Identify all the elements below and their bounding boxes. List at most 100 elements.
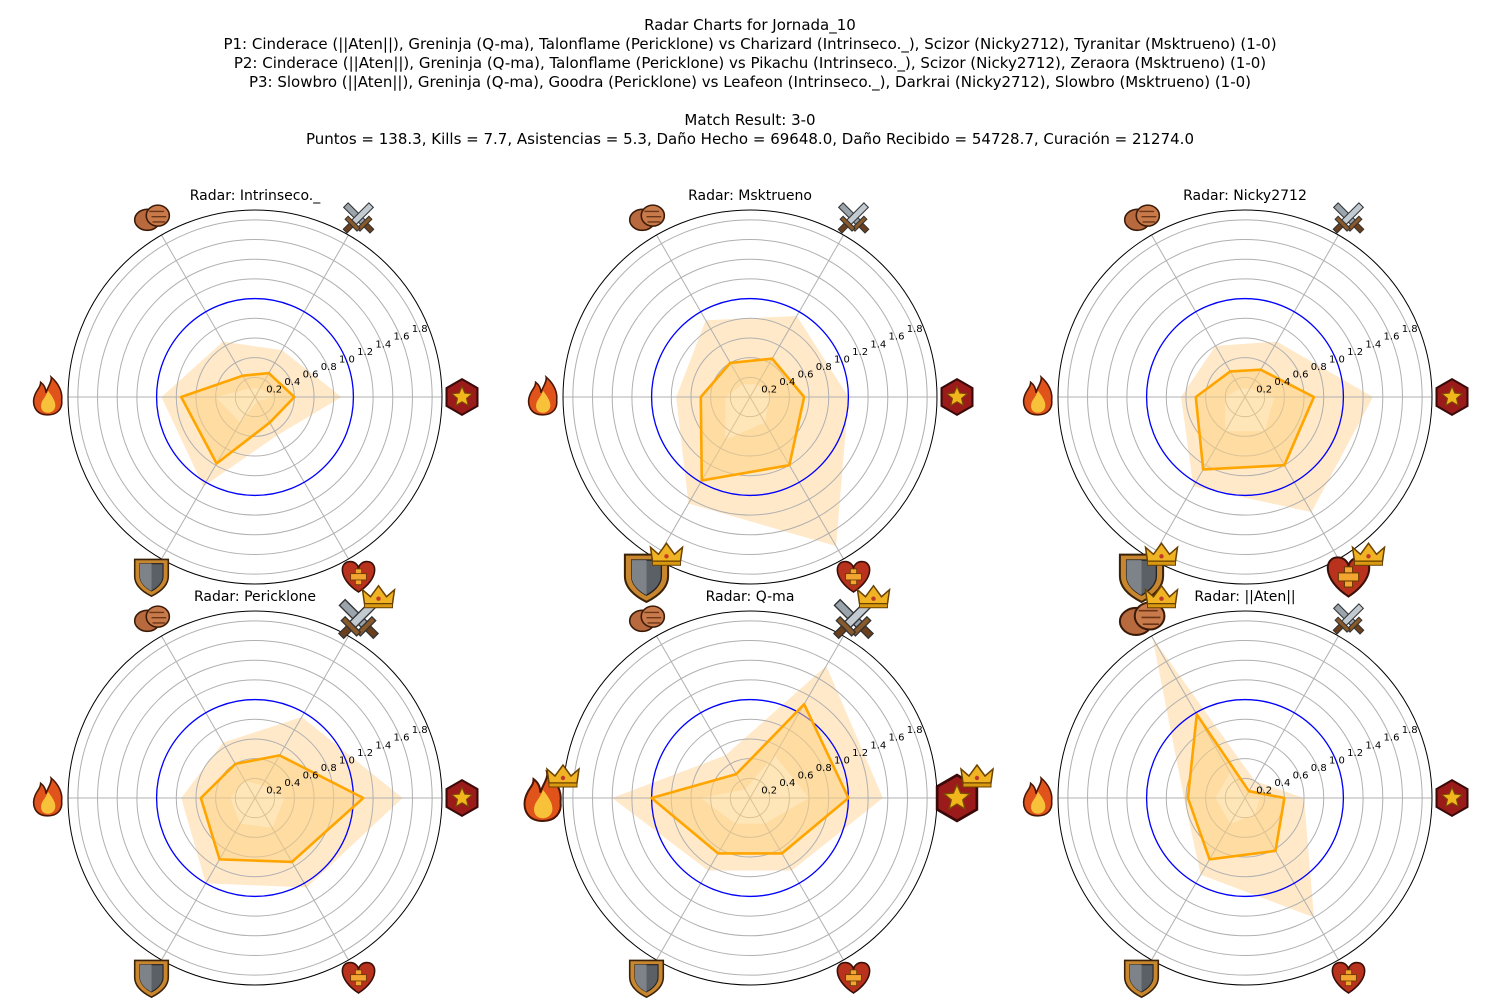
- radial-tick-label: 0.2: [1256, 785, 1272, 796]
- chart-title: Radar: ||Aten||: [1194, 589, 1295, 605]
- match-p1: P1: Cinderace (||Aten||), Greninja (Q-ma…: [223, 35, 1277, 53]
- radial-tick-label: 0.2: [761, 785, 777, 796]
- grid-spoke: [254, 234, 349, 398]
- heart-cross-icon: [836, 961, 871, 994]
- radial-tick-label: 1.4: [375, 339, 391, 350]
- radar-chart: 0.20.40.60.81.01.21.41.61.8 Radar: Intrin…: [32, 188, 479, 598]
- radial-tick-label: 0.8: [816, 763, 832, 774]
- radial-tick-label: 1.6: [394, 733, 410, 744]
- fist-icon: [1118, 601, 1166, 636]
- shield-icon: [133, 959, 170, 999]
- shield-icon: [628, 959, 665, 999]
- radial-tick-label: 0.8: [1311, 362, 1327, 373]
- radial-tick-label: 1.0: [834, 755, 850, 766]
- heart-cross-icon: [836, 560, 871, 593]
- radial-tick-label: 1.2: [357, 347, 373, 358]
- outer-ring: [67, 209, 443, 585]
- radial-tick-label: 0.4: [1274, 778, 1290, 789]
- radial-tick-label: 1.0: [339, 354, 355, 365]
- radial-tick-label: 1.8: [1402, 324, 1418, 335]
- radial-tick-label: 0.8: [1311, 763, 1327, 774]
- grid-spoke: [1151, 234, 1246, 398]
- radial-tick-label: 1.4: [375, 740, 391, 751]
- radial-tick-label: 1.4: [870, 339, 886, 350]
- data-polygon: [1186, 713, 1286, 861]
- radial-tick-label: 1.6: [1384, 733, 1400, 744]
- chart-title: Radar: Q-ma: [706, 589, 795, 605]
- radial-tick-label: 0.2: [761, 384, 777, 395]
- radial-tick-label: 1.8: [907, 725, 923, 736]
- fist-icon: [133, 605, 171, 633]
- radial-tick-label: 0.6: [798, 770, 814, 781]
- grid-spoke: [161, 234, 256, 398]
- hexagon-star-icon: [445, 778, 479, 818]
- radial-tick-label: 1.6: [394, 332, 410, 343]
- figure-title: Radar Charts for Jornada_10: [644, 16, 856, 34]
- radial-tick-label: 1.2: [852, 347, 868, 358]
- outer-ring: [562, 209, 938, 585]
- radial-tick-label: 1.6: [889, 332, 905, 343]
- data-polygon: [179, 371, 296, 465]
- heart-cross-icon: [1331, 961, 1366, 994]
- crown-icon: [856, 584, 891, 609]
- radar-chart: 0.20.40.60.81.01.21.41.61.8 Radar: Q-ma: [523, 584, 995, 999]
- radar-chart: 0.20.40.60.81.01.21.41.61.8 Radar: Nicky2…: [1022, 188, 1469, 604]
- radial-tick-label: 1.2: [1347, 347, 1363, 358]
- fire-icon: [1022, 374, 1053, 416]
- radial-tick-label: 0.2: [1256, 384, 1272, 395]
- hexagon-star-icon: [1435, 778, 1469, 818]
- shield-icon: [1118, 553, 1165, 604]
- heart-cross-icon: [341, 560, 376, 593]
- radial-tick-label: 1.0: [1329, 755, 1345, 766]
- radial-tick-label: 1.0: [834, 354, 850, 365]
- radial-tick-label: 1.8: [1402, 725, 1418, 736]
- radial-tick-label: 0.4: [779, 778, 795, 789]
- shield-icon: [133, 558, 170, 598]
- crown-icon: [1351, 541, 1386, 566]
- radial-tick-label: 0.8: [321, 763, 337, 774]
- radial-tick-label: 0.4: [1274, 377, 1290, 388]
- chart-title: Radar: Nicky2712: [1183, 188, 1307, 204]
- radial-tick-label: 1.4: [870, 740, 886, 751]
- hexagon-star-icon: [940, 377, 974, 417]
- crown-icon: [1144, 541, 1179, 566]
- radial-tick-label: 1.8: [412, 324, 428, 335]
- sword-icon: [837, 202, 870, 234]
- radial-tick-label: 0.8: [321, 362, 337, 373]
- shield-icon: [623, 553, 670, 604]
- fire-icon: [32, 775, 63, 817]
- radar-chart: 0.20.40.60.81.01.21.41.61.8 Radar: ||Aten…: [1022, 584, 1469, 999]
- hexagon-star-icon: [1435, 377, 1469, 417]
- chart-title: Radar: Intrinseco._: [190, 188, 322, 204]
- radial-tick-label: 1.4: [1365, 740, 1381, 751]
- reference-ring: [155, 297, 355, 497]
- radial-tick-label: 0.6: [798, 369, 814, 380]
- radial-tick-label: 0.8: [816, 362, 832, 373]
- radar-chart: 0.20.40.60.81.01.21.41.61.8 Radar: Perick…: [32, 584, 479, 999]
- radial-tick-label: 1.8: [412, 725, 428, 736]
- radial-tick-label: 1.6: [889, 733, 905, 744]
- data-polygon: [699, 357, 806, 482]
- sword-icon: [1332, 603, 1365, 635]
- radial-tick-label: 1.6: [1384, 332, 1400, 343]
- outer-ring: [1057, 209, 1433, 585]
- fist-icon: [1123, 204, 1161, 232]
- data-polygon: [199, 754, 365, 864]
- fire-icon: [32, 374, 63, 416]
- sword-icon: [342, 202, 375, 234]
- figure-header: Radar Charts for Jornada_10 P1: Cinderac…: [0, 16, 1500, 149]
- data-polygon: [650, 702, 850, 855]
- radial-tick-label: 1.2: [357, 748, 373, 759]
- radial-tick-label: 0.6: [303, 770, 319, 781]
- data-polygon: [1194, 368, 1316, 471]
- radial-tick-label: 1.8: [907, 324, 923, 335]
- radial-tick-label: 0.4: [284, 377, 300, 388]
- reference-ring: [1145, 698, 1345, 898]
- sword-icon: [1332, 202, 1365, 234]
- fist-icon: [628, 204, 666, 232]
- crown-icon: [361, 584, 396, 609]
- radial-tick-label: 0.2: [266, 785, 282, 796]
- radial-tick-label: 0.6: [1293, 369, 1309, 380]
- crown-icon: [1144, 584, 1179, 609]
- radial-tick-label: 0.2: [266, 384, 282, 395]
